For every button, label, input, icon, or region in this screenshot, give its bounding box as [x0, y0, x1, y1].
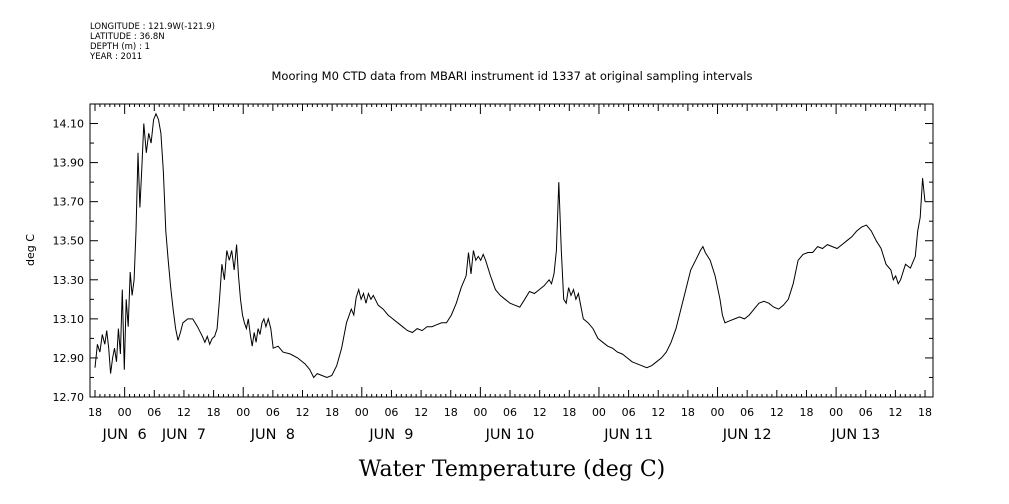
y-tick-label: 12.70 — [53, 391, 85, 404]
y-tick-label: 12.90 — [53, 352, 85, 365]
chart-title: Mooring M0 CTD data from MBARI instrumen… — [272, 69, 753, 83]
x-tick-label: 18 — [325, 406, 339, 419]
x-tick-label: 12 — [296, 406, 310, 419]
x-tick-label: 06 — [384, 406, 398, 419]
x-axis: 18 00 06 12 18 00 06 12 18 00 06 12 18 00 06 12 18 00 06 12… — [88, 104, 932, 419]
y-tick-label: 13.70 — [53, 196, 85, 209]
series-line-water-temperature — [94, 112, 926, 379]
metadata-longitude: LONGITUDE : 121.9W(-121.9) — [90, 22, 215, 32]
x-tick-label: 18 — [444, 406, 458, 419]
day-label: JUN 10 — [485, 427, 535, 443]
day-label: JUN 12 — [722, 427, 772, 443]
metadata-year: YEAR : 2011 — [89, 52, 142, 62]
x-tick-label: 18 — [918, 406, 932, 419]
x-tick-label: 12 — [888, 406, 902, 419]
day-label: JUN 6 — [102, 427, 147, 443]
day-label: JUN 9 — [368, 427, 413, 443]
x-axis-label: Water Temperature (deg C) — [359, 457, 666, 482]
x-tick-label: 00 — [711, 406, 725, 419]
y-tick-label: 13.10 — [53, 313, 85, 326]
day-label: JUN 8 — [250, 427, 295, 443]
x-tick-label: 06 — [740, 406, 754, 419]
x-tick-label: 06 — [266, 406, 280, 419]
minor-ticks — [99, 104, 921, 397]
x-tick-label: 00 — [118, 406, 132, 419]
x-tick-label: 18 — [88, 406, 102, 419]
x-tick-label: 00 — [355, 406, 369, 419]
x-tick-label: 00 — [829, 406, 843, 419]
day-label: JUN 11 — [603, 427, 653, 443]
x-tick-label: 06 — [503, 406, 517, 419]
day-labels: JUN 6 JUN 7 JUN 8 JUN 9 JUN 10 JUN 11 JUN 12 JU… — [102, 427, 881, 443]
x-tick-label: 12 — [770, 406, 784, 419]
plot-frame — [89, 103, 934, 398]
x-tick-label: 12 — [533, 406, 547, 419]
metadata-depth: DEPTH (m) : 1 — [90, 42, 150, 52]
y-tick-label: 13.30 — [53, 274, 85, 287]
x-tick-label: 06 — [859, 406, 873, 419]
x-tick-label: 00 — [592, 406, 606, 419]
metadata-block: LONGITUDE : 121.9W(-121.9) LATITUDE : 36… — [89, 22, 215, 62]
x-tick-label: 12 — [414, 406, 428, 419]
x-tick-label: 00 — [473, 406, 487, 419]
y-tick-label: 14.10 — [53, 118, 85, 131]
x-tick-label: 12 — [177, 406, 191, 419]
day-label: JUN 13 — [830, 427, 880, 443]
y-axis-label: deg C — [24, 234, 37, 266]
x-tick-label: 18 — [562, 406, 576, 419]
x-tick-label: 12 — [651, 406, 665, 419]
x-tick-label: 18 — [799, 406, 813, 419]
x-tick-label: 00 — [236, 406, 250, 419]
x-tick-label: 18 — [207, 406, 221, 419]
metadata-latitude: LATITUDE : 36.8N — [90, 32, 165, 42]
x-tick-label: 06 — [147, 406, 161, 419]
day-label: JUN 7 — [161, 427, 206, 443]
y-tick-label: 13.50 — [53, 235, 85, 248]
x-tick-label: 06 — [622, 406, 636, 419]
y-axis: 12.70 12.90 13.10 13.30 13.50 13.70 13.90 14.10 — [53, 118, 933, 404]
x-tick-label: 18 — [681, 406, 695, 419]
y-tick-label: 13.90 — [53, 157, 85, 170]
